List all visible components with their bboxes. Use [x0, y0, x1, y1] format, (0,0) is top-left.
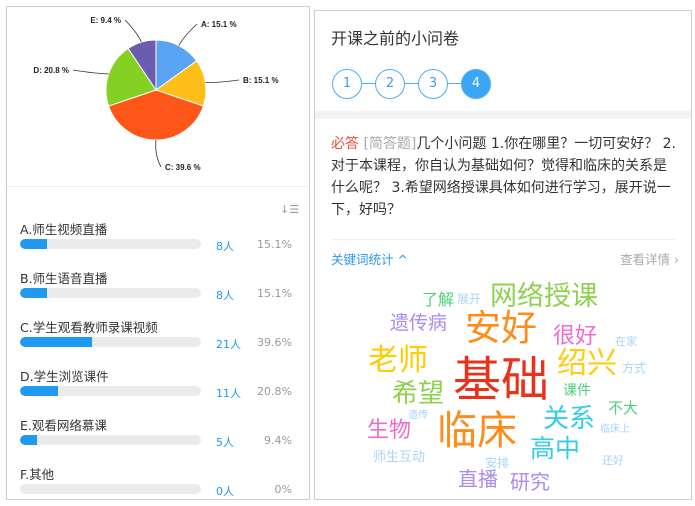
keyword: 方式: [622, 361, 647, 375]
keyword: 基础: [453, 352, 550, 408]
option-row: C.学生观看教师录课视频 21人 39.6%: [20, 317, 305, 357]
step-4[interactable]: 4: [461, 69, 491, 99]
leader-line: [124, 19, 142, 43]
keyword: 绍兴: [557, 346, 617, 381]
keyword: 老师: [368, 343, 428, 378]
keyword-stats-toggle[interactable]: 关键词统计 ^: [331, 249, 408, 268]
option-count: 11人: [216, 387, 241, 400]
option-row: B.师生语音直播 8人 15.1%: [20, 268, 305, 308]
keyword: 师生互动: [373, 450, 426, 465]
option-count: 21人: [216, 338, 241, 351]
results-panel: A: 15.1 % B: 15.1 % C: 39.6 % D: 20.8 % E: 9…: [6, 6, 310, 500]
option-percent: 9.4%: [264, 434, 292, 447]
question-body: 几个小问题 1.你在哪里？一切可安好？ 2.对于本课程，你自认为基础如何？觉得和…: [331, 136, 677, 218]
leader-line: [155, 139, 162, 168]
pie-slice-A: [155, 39, 198, 91]
option-percent: 15.1%: [257, 287, 292, 300]
step-1[interactable]: 1: [332, 69, 362, 99]
sort-icon[interactable]: ↓☰: [280, 203, 300, 216]
pie-label-D: D: 20.8 %: [33, 66, 69, 75]
question-type: [简答题]: [363, 136, 417, 152]
chevron-up-icon: ^: [397, 252, 408, 267]
option-row: F.其他 0人 0%: [20, 464, 305, 504]
option-row: D.学生浏览课件 11人 20.8%: [20, 366, 305, 406]
pie-label-B: B: 15.1 %: [243, 76, 279, 85]
progress-fill: [20, 288, 48, 298]
keyword: 不大: [608, 399, 639, 417]
option-percent: 15.1%: [257, 238, 292, 251]
option-row: A.师生视频直播 8人 15.1%: [20, 219, 305, 259]
progress-fill: [20, 337, 92, 347]
option-percent: 39.6%: [257, 336, 292, 349]
pie-label-C: C: 39.6 %: [165, 163, 201, 172]
progress-bar: [20, 288, 201, 298]
section-gap: [315, 111, 691, 119]
view-detail-label: 查看详情: [620, 252, 671, 267]
keyword: 课件: [563, 383, 591, 399]
progress-bar: [20, 484, 201, 494]
option-label: C.学生观看教师录课视频: [20, 320, 158, 335]
view-detail-link[interactable]: 查看详情 ›: [620, 249, 679, 268]
progress-bar: [20, 337, 201, 347]
keyword: 展开: [457, 292, 482, 306]
option-percent: 20.8%: [257, 385, 292, 398]
option-count: 8人: [216, 240, 234, 253]
option-label: E.观看网络慕课: [20, 418, 107, 433]
step-2[interactable]: 2: [375, 69, 405, 99]
keyword: 临床: [437, 408, 517, 454]
step-3[interactable]: 3: [418, 69, 448, 99]
step-connector: [404, 83, 419, 84]
step-connector: [361, 83, 376, 84]
keyword: 安好: [465, 308, 538, 349]
leader-line: [205, 79, 240, 84]
keyword: 临床上: [600, 424, 630, 435]
keyword: 很好: [553, 324, 598, 349]
progress-bar: [20, 239, 201, 249]
pie-chart: A: 15.1 % B: 15.1 % C: 39.6 % D: 20.8 % E: 9…: [33, 16, 279, 172]
option-label: B.师生语音直播: [20, 271, 108, 286]
option-row: E.观看网络慕课 5人 9.4%: [20, 415, 305, 455]
keyword-stats-label: 关键词统计: [331, 252, 394, 267]
keyword: 网络授课: [490, 281, 598, 312]
survey-title: 开课之前的小问卷: [331, 29, 460, 48]
keyword: 还好: [602, 454, 624, 467]
option-label: A.师生视频直播: [20, 222, 108, 237]
keyword: 遗传病: [390, 312, 448, 334]
keyword: 研究: [510, 470, 550, 494]
question-text: 必答 [简答题]几个小问题 1.你在哪里？一切可安好？ 2.对于本课程，你自认为…: [331, 133, 677, 221]
leader-line: [178, 23, 198, 46]
keyword: 关系: [543, 404, 596, 434]
chevron-right-icon: ›: [674, 252, 679, 267]
pie-label-A: A: 15.1 %: [201, 20, 237, 29]
leader-line: [72, 69, 109, 75]
keyword: 了解: [422, 290, 455, 309]
pie-label-E: E: 9.4 %: [90, 16, 121, 25]
progress-fill: [20, 386, 58, 396]
keyword: 生物: [367, 418, 412, 443]
progress-fill: [20, 435, 37, 445]
progress-fill: [20, 239, 48, 249]
option-count: 8人: [216, 289, 234, 302]
survey-panel: 开课之前的小问卷 1 2 3 4 必答 [简答题]几个小问题 1.你在哪里？一切…: [314, 10, 692, 500]
keyword: 高中: [530, 434, 581, 463]
divider: [7, 186, 309, 187]
option-percent: 0%: [274, 483, 292, 496]
keyword: 安排: [485, 456, 510, 470]
progress-bar: [20, 386, 201, 396]
keyword: 直播: [458, 467, 498, 491]
step-connector: [447, 83, 462, 84]
divider: [331, 239, 675, 240]
option-label: D.学生浏览课件: [20, 369, 109, 384]
option-label: F.其他: [20, 467, 55, 482]
option-count: 0人: [216, 485, 234, 498]
option-count: 5人: [216, 436, 234, 449]
required-tag: 必答: [331, 136, 359, 152]
keyword: 希望: [392, 379, 445, 409]
pie-slice-B: [154, 60, 207, 107]
keyword: 在家: [615, 335, 637, 348]
keyword: 遗传: [408, 410, 428, 421]
progress-bar: [20, 435, 201, 445]
